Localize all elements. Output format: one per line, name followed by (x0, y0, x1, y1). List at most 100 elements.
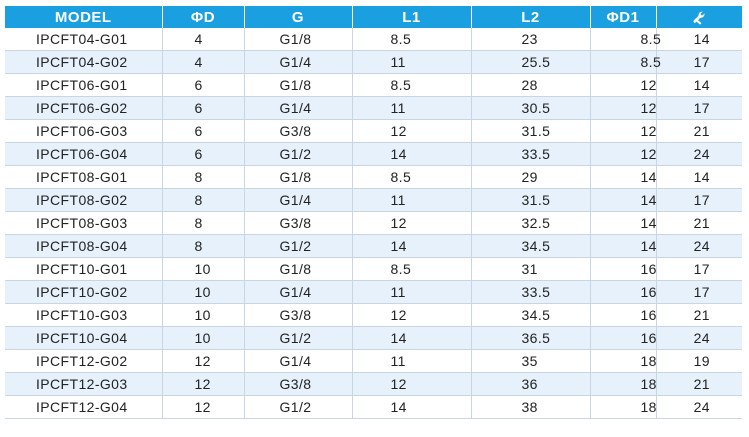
outer-diameter-cell: 4 (162, 50, 245, 74)
header-model: MODEL (5, 6, 163, 28)
outer-diameter-cell: 8 (162, 234, 245, 258)
model-cell: IPCFT04-G01 (5, 28, 163, 51)
model-cell: IPCFT06-G01 (5, 73, 163, 97)
outer-diameter-cell: 6 (162, 73, 245, 97)
thread-cell: G1/8 (244, 165, 353, 189)
wrench-size-cell: 17 (656, 280, 742, 304)
model-cell: IPCFT12-G04 (5, 395, 163, 419)
l2-cell: 36 (471, 372, 591, 396)
wrench-size-cell: 19 (656, 349, 742, 373)
l2-cell: 29 (471, 165, 591, 189)
table-row: IPCFT08-G01 8 G1/8 8.5 29 14 14 (5, 165, 742, 189)
header-d1: ΦD1 (590, 6, 657, 28)
d1-cell: 14 (590, 188, 657, 212)
d1-cell: 16 (590, 280, 657, 304)
l1-cell: 11 (352, 96, 472, 120)
header-row: MODEL ΦD G L1 L2 ΦD1 (5, 6, 742, 28)
table-row: IPCFT06-G01 6 G1/8 8.5 28 12 14 (5, 73, 742, 97)
model-cell: IPCFT06-G04 (5, 142, 163, 166)
thread-cell: G3/8 (244, 119, 353, 143)
l2-cell: 31.5 (471, 188, 591, 212)
outer-diameter-cell: 8 (162, 211, 245, 235)
wrench-size-cell: 17 (656, 188, 742, 212)
thread-cell: G1/2 (244, 142, 353, 166)
table-row: IPCFT08-G04 8 G1/2 14 34.5 14 24 (5, 234, 742, 258)
l1-cell: 12 (352, 119, 472, 143)
l1-cell: 12 (352, 372, 472, 396)
header-l1: L1 (352, 6, 472, 28)
model-cell: IPCFT08-G02 (5, 188, 163, 212)
l2-cell: 30.5 (471, 96, 591, 120)
l1-cell: 8.5 (352, 165, 472, 189)
table-row: IPCFT08-G02 8 G1/4 11 31.5 14 17 (5, 188, 742, 212)
d1-cell: 8.5 (590, 50, 661, 74)
d1-cell: 18 (590, 349, 657, 373)
d1-cell: 14 (590, 234, 657, 258)
l2-cell: 28 (471, 73, 591, 97)
wrench-size-cell: 21 (656, 119, 742, 143)
spec-table: MODEL ΦD G L1 L2 ΦD1 IPCFT04-G01 4 G1/8 8.5… (5, 6, 742, 419)
table-body: IPCFT04-G01 4 G1/8 8.5 23 8.5 14 IPCFT04-G02 4 G1… (5, 28, 742, 419)
thread-cell: G1/2 (244, 234, 353, 258)
l2-cell: 31 (471, 257, 591, 281)
l2-cell: 36.5 (471, 326, 591, 350)
wrench-icon (693, 11, 705, 25)
outer-diameter-cell: 10 (162, 326, 245, 350)
outer-diameter-cell: 6 (162, 96, 245, 120)
wrench-size-cell: 17 (656, 96, 742, 120)
thread-cell: G1/4 (244, 50, 353, 74)
model-cell: IPCFT04-G02 (5, 50, 163, 74)
thread-cell: G3/8 (244, 372, 353, 396)
d1-cell: 18 (590, 395, 657, 419)
table-row: IPCFT04-G02 4 G1/4 11 25.5 8.5 17 (5, 50, 742, 74)
wrench-size-cell: 24 (656, 395, 742, 419)
model-cell: IPCFT08-G04 (5, 234, 163, 258)
l1-cell: 14 (352, 234, 472, 258)
table-row: IPCFT12-G02 12 G1/4 11 35 18 19 (5, 349, 742, 373)
l2-cell: 31.5 (471, 119, 591, 143)
outer-diameter-cell: 6 (162, 119, 245, 143)
thread-cell: G3/8 (244, 211, 353, 235)
model-cell: IPCFT10-G03 (5, 303, 163, 327)
table-row: IPCFT10-G03 10 G3/8 12 34.5 16 21 (5, 303, 742, 327)
d1-cell: 14 (590, 165, 657, 189)
l2-cell: 25.5 (471, 50, 591, 74)
wrench-size-cell: 24 (656, 234, 742, 258)
outer-diameter-cell: 8 (162, 165, 245, 189)
l1-cell: 14 (352, 395, 472, 419)
header-thread: G (244, 6, 353, 28)
l1-cell: 11 (352, 50, 472, 74)
model-cell: IPCFT06-G02 (5, 96, 163, 120)
wrench-size-cell: 21 (656, 372, 742, 396)
l1-cell: 11 (352, 280, 472, 304)
d1-cell: 12 (590, 73, 657, 97)
table-row: IPCFT06-G04 6 G1/2 14 33.5 12 24 (5, 142, 742, 166)
l1-cell: 12 (352, 303, 472, 327)
table-row: IPCFT10-G02 10 G1/4 11 33.5 16 17 (5, 280, 742, 304)
outer-diameter-cell: 12 (162, 395, 245, 419)
table-row: IPCFT06-G03 6 G3/8 12 31.5 12 21 (5, 119, 742, 143)
thread-cell: G1/4 (244, 96, 353, 120)
model-cell: IPCFT08-G03 (5, 211, 163, 235)
l1-cell: 8.5 (352, 257, 472, 281)
table-row: IPCFT10-G01 10 G1/8 8.5 31 16 17 (5, 257, 742, 281)
thread-cell: G1/8 (244, 28, 353, 51)
thread-cell: G1/8 (244, 257, 353, 281)
l1-cell: 14 (352, 142, 472, 166)
wrench-size-cell: 17 (656, 257, 742, 281)
d1-cell: 16 (590, 303, 657, 327)
model-cell: IPCFT06-G03 (5, 119, 163, 143)
wrench-size-cell: 24 (656, 142, 742, 166)
l1-cell: 8.5 (352, 73, 472, 97)
d1-cell: 12 (590, 142, 657, 166)
wrench-size-cell: 14 (656, 28, 742, 51)
thread-cell: G1/4 (244, 280, 353, 304)
model-cell: IPCFT10-G01 (5, 257, 163, 281)
wrench-size-cell: 21 (656, 303, 742, 327)
table-row: IPCFT06-G02 6 G1/4 11 30.5 12 17 (5, 96, 742, 120)
table-header: MODEL ΦD G L1 L2 ΦD1 (5, 6, 742, 28)
l1-cell: 11 (352, 188, 472, 212)
thread-cell: G1/4 (244, 188, 353, 212)
header-wrench (656, 6, 742, 28)
l1-cell: 8.5 (352, 28, 472, 51)
